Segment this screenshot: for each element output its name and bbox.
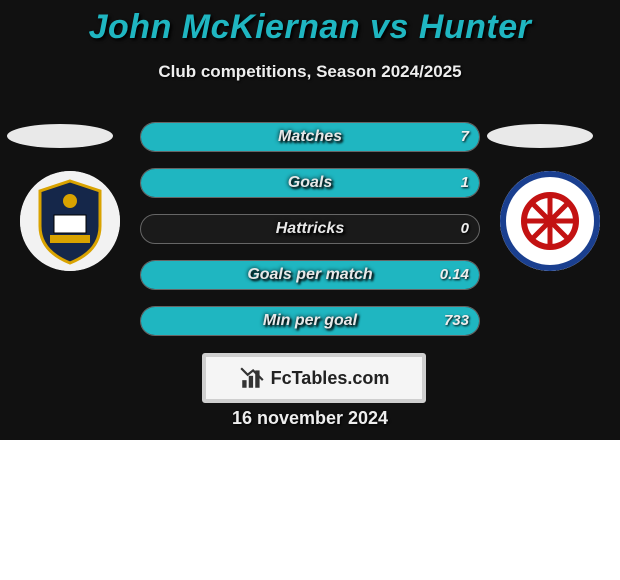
stat-row: Hattricks0 bbox=[140, 214, 480, 244]
stat-rows: Matches7Goals1Hattricks0Goals per match0… bbox=[140, 122, 480, 352]
stat-right-value: 0 bbox=[461, 215, 469, 245]
brand-badge: FcTables.com bbox=[202, 353, 426, 403]
stat-row: Min per goal733 bbox=[140, 306, 480, 336]
page-title: John McKiernan vs Hunter bbox=[0, 8, 620, 47]
stat-right-value: 0.14 bbox=[440, 261, 469, 291]
left-club-crest bbox=[20, 171, 120, 271]
shield-icon bbox=[20, 171, 120, 271]
stat-label: Matches bbox=[141, 128, 479, 146]
page-subtitle: Club competitions, Season 2024/2025 bbox=[0, 62, 620, 82]
stat-label: Hattricks bbox=[141, 220, 479, 238]
stat-label: Min per goal bbox=[141, 312, 479, 330]
stat-label: Goals bbox=[141, 174, 479, 192]
wheel-icon bbox=[500, 171, 600, 271]
brand-text: FcTables.com bbox=[271, 368, 390, 389]
bar-chart-icon bbox=[239, 365, 265, 391]
stat-right-value: 7 bbox=[461, 123, 469, 153]
stat-right-value: 733 bbox=[444, 307, 469, 337]
stat-row: Matches7 bbox=[140, 122, 480, 152]
right-player-ellipse bbox=[487, 124, 593, 148]
stat-right-value: 1 bbox=[461, 169, 469, 199]
infographic-date: 16 november 2024 bbox=[0, 408, 620, 429]
right-club-crest bbox=[500, 171, 600, 271]
stat-label: Goals per match bbox=[141, 266, 479, 284]
left-player-ellipse bbox=[7, 124, 113, 148]
stat-row: Goals per match0.14 bbox=[140, 260, 480, 290]
stat-row: Goals1 bbox=[140, 168, 480, 198]
